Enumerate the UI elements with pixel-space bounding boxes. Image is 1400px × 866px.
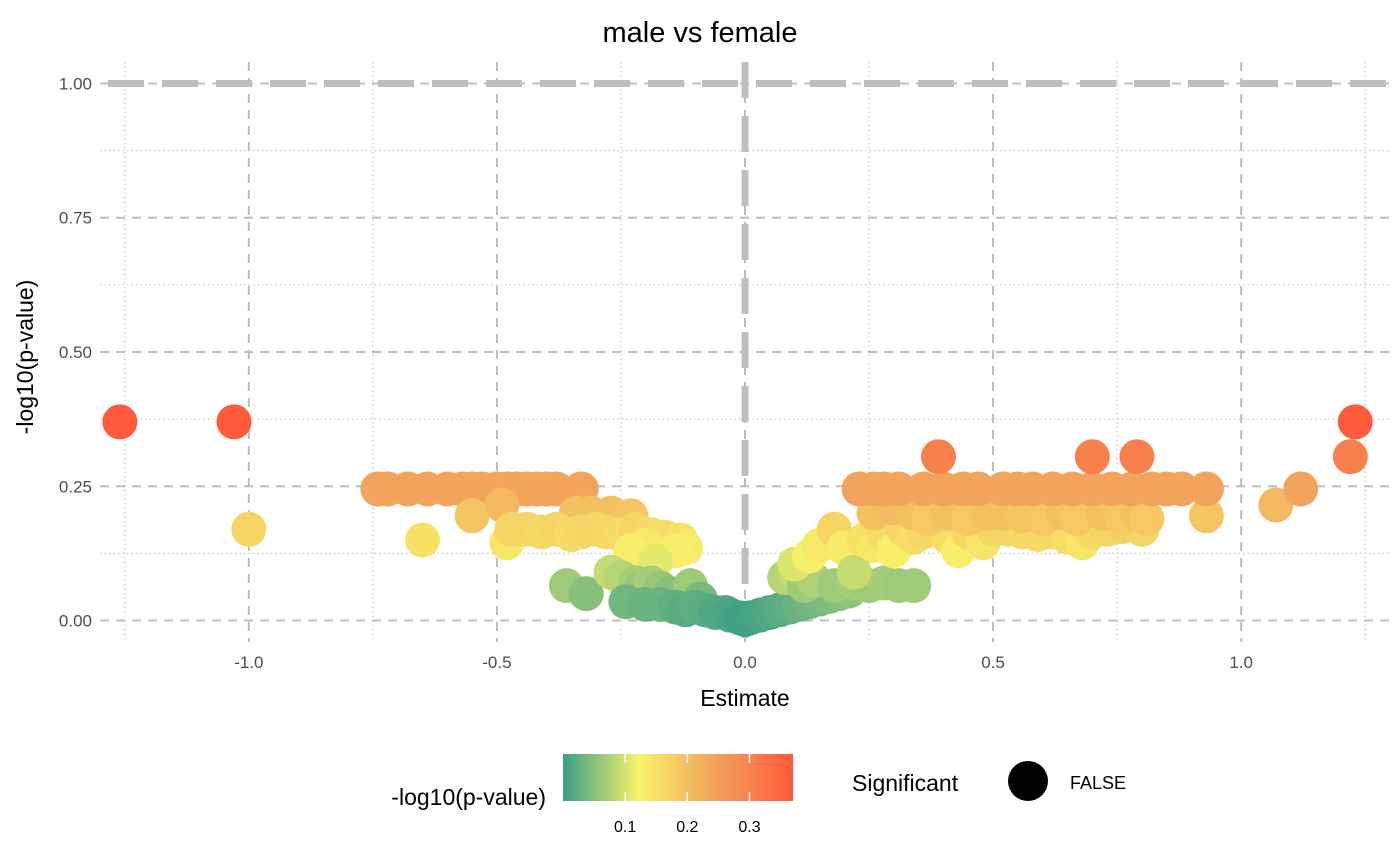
data-point [102,404,138,440]
data-point [231,511,267,547]
data-point [1119,439,1155,475]
x-tick-label: 0.0 [733,653,757,672]
data-point [881,471,917,507]
x-tick-label: 1.0 [1229,653,1253,672]
data-point [960,471,996,507]
legend-key-label: FALSE [1070,773,1126,793]
x-tick-label: -0.5 [482,653,511,672]
data-point [405,522,440,558]
y-axis-title: -log10(p-value) [12,280,38,435]
data-point [1074,439,1110,475]
x-axis-title: Estimate [700,685,789,711]
data-points [102,404,1373,637]
color-bar [563,754,793,801]
data-point [921,439,956,475]
data-point [1337,404,1373,440]
y-axis-ticks: 0.00 0.25 0.50 0.75 1.00 [59,74,92,630]
data-point [454,498,490,534]
shape-legend: Significant FALSE [852,761,1126,801]
chart-title: male vs female [602,17,797,49]
reference-lines [108,62,1390,642]
data-point [1332,439,1368,475]
color-legend: -log10(p-value) 0.1 0.2 0.3 [391,754,793,836]
data-point [216,404,252,440]
y-tick-label: 0.50 [59,343,92,362]
y-tick-label: 0.75 [59,209,92,228]
data-point [538,471,574,507]
y-tick-label: 0.00 [59,612,92,631]
color-legend-ticks: 0.1 0.2 0.3 [614,754,761,836]
data-point [1188,471,1224,507]
data-point [1129,500,1165,536]
shape-legend-title: Significant [852,770,959,796]
data-point [1164,471,1200,507]
data-point [836,554,872,590]
color-legend-tick-label: 0.1 [614,819,636,836]
color-legend-tick-label: 0.3 [738,819,760,836]
y-tick-label: 0.25 [59,477,92,496]
x-tick-label: 0.5 [981,653,1005,672]
legend-key-circle [1008,761,1048,801]
y-tick-label: 1.00 [59,74,92,93]
data-point [568,576,604,612]
color-legend-tick-label: 0.2 [676,819,698,836]
data-point [896,568,932,604]
data-point [1258,487,1294,523]
data-point [1188,498,1224,534]
x-tick-label: -1.0 [234,653,263,672]
x-axis-ticks: -1.0 -0.5 0.0 0.5 1.0 [234,653,1253,672]
data-point [1283,471,1319,507]
color-legend-title: -log10(p-value) [391,784,546,810]
